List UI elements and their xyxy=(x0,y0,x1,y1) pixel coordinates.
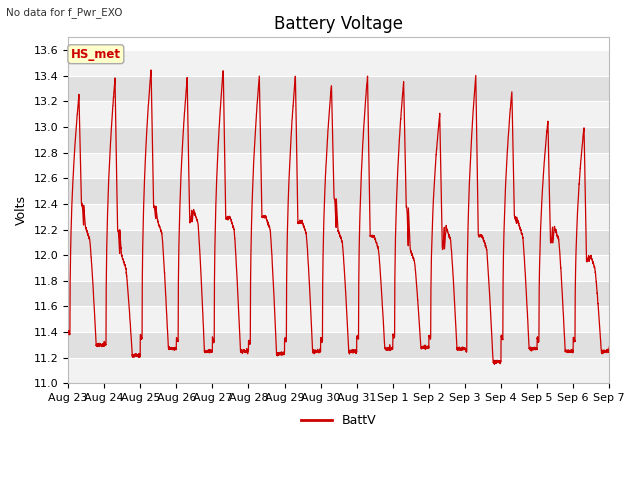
Bar xyxy=(68,229,609,255)
Title: Battery Voltage: Battery Voltage xyxy=(274,15,403,33)
Bar xyxy=(68,306,609,332)
Bar xyxy=(68,281,609,306)
Bar xyxy=(68,332,609,358)
Bar xyxy=(68,101,609,127)
Bar xyxy=(68,127,609,153)
Bar xyxy=(68,50,609,76)
Y-axis label: Volts: Volts xyxy=(15,195,28,225)
Legend: BattV: BattV xyxy=(296,409,381,432)
Text: No data for f_Pwr_EXO: No data for f_Pwr_EXO xyxy=(6,7,123,18)
Bar xyxy=(68,255,609,281)
Bar xyxy=(68,153,609,178)
Text: HS_met: HS_met xyxy=(71,48,121,60)
Bar xyxy=(68,178,609,204)
Bar xyxy=(68,76,609,101)
Bar xyxy=(68,358,609,384)
Bar xyxy=(68,204,609,229)
